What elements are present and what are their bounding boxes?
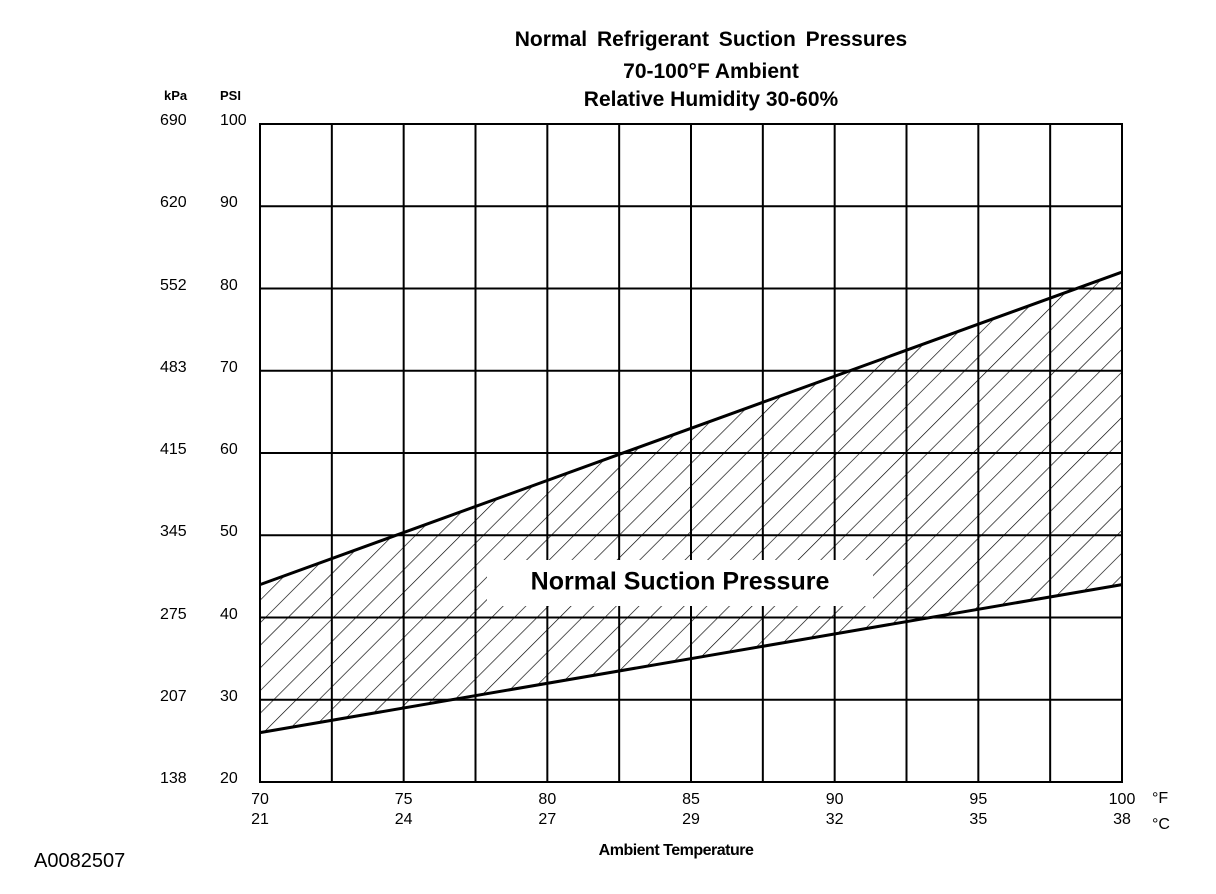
x-tick-celsius: 21 — [251, 811, 269, 828]
lower-limit-line — [259, 583, 1123, 735]
plot-frame — [259, 123, 1123, 783]
y-tick-kpa: 275 — [160, 605, 187, 623]
x-tick-fahrenheit: 70 — [251, 791, 269, 808]
x-axis-label: Ambient Temperature — [598, 842, 754, 859]
y-tick-kpa: 620 — [160, 194, 187, 212]
y-tick-psi: 50 — [220, 523, 238, 541]
y-tick-psi: 70 — [220, 358, 238, 376]
y-tick-kpa: 345 — [160, 523, 187, 541]
y-unit-kpa: kPa — [164, 88, 188, 103]
y-tick-psi: 20 — [220, 770, 238, 787]
x-tick-fahrenheit: 90 — [825, 791, 844, 808]
x-unit-fahrenheit: °F — [1152, 790, 1169, 807]
y-tick-psi: 40 — [220, 605, 238, 623]
x-tick-celsius: 38 — [1113, 811, 1131, 828]
x-tick-fahrenheit: 85 — [682, 791, 700, 808]
band-label: Normal Suction Pressure — [531, 568, 830, 596]
x-tick-fahrenheit: 95 — [969, 791, 988, 808]
x-tick-celsius: 27 — [538, 811, 557, 828]
x-tick-fahrenheit: 100 — [1108, 791, 1136, 808]
chart-subtitle-ambient: 70-100°F Ambient — [623, 60, 799, 83]
chart-subtitle-humidity: Relative Humidity 30-60% — [583, 88, 839, 111]
x-tick-celsius: 35 — [969, 811, 988, 828]
y-tick-psi: 80 — [220, 276, 238, 294]
band-label-background — [487, 560, 873, 606]
x-tick-celsius: 29 — [682, 811, 700, 828]
y-tick-kpa: 483 — [160, 358, 187, 376]
upper-limit-line — [259, 270, 1123, 587]
y-tick-kpa: 207 — [160, 687, 187, 705]
y-tick-kpa: 138 — [160, 770, 187, 787]
y-tick-psi: 30 — [220, 687, 238, 705]
x-tick-fahrenheit: 75 — [394, 791, 413, 808]
y-tick-kpa: 552 — [160, 276, 187, 294]
x-tick-celsius: 24 — [394, 811, 413, 828]
x-tick-fahrenheit: 80 — [538, 791, 557, 808]
y-unit-psi: PSI — [220, 88, 241, 103]
y-tick-kpa: 415 — [160, 441, 187, 458]
x-tick-celsius: 32 — [825, 811, 844, 828]
chart-title: Normal Refrigerant Suction Pressures — [514, 28, 908, 51]
y-tick-psi: 100 — [220, 112, 247, 129]
y-tick-kpa: 690 — [160, 112, 187, 129]
y-tick-psi: 90 — [220, 194, 238, 212]
y-tick-psi: 60 — [220, 441, 238, 458]
figure-id: A0082507 — [34, 850, 126, 872]
x-unit-celsius: °C — [1152, 816, 1170, 833]
